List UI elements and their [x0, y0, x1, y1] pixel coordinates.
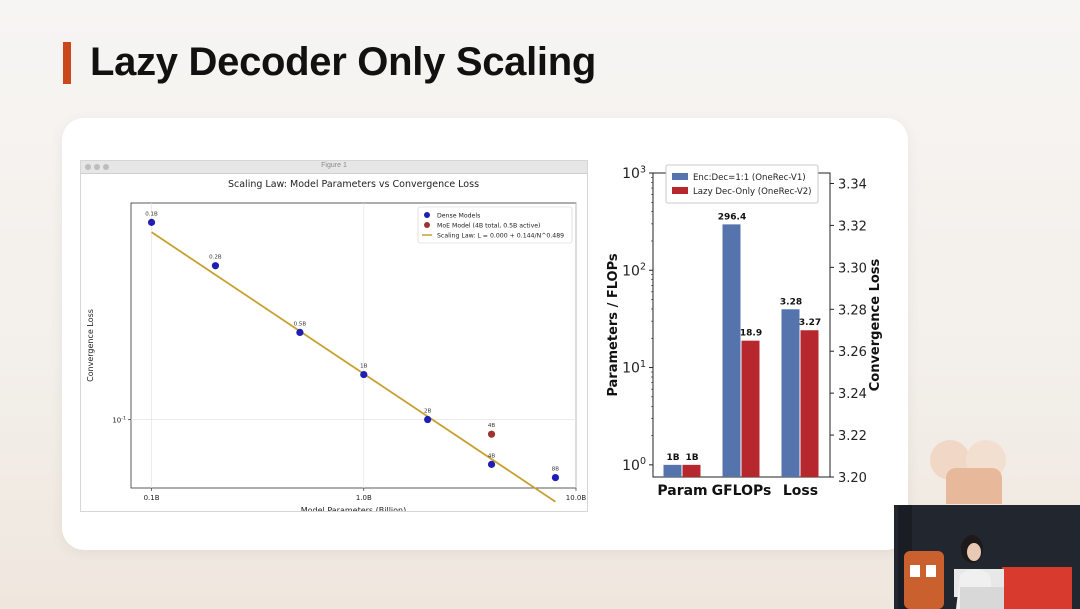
legend-label: Enc:Dec=1:1 (OneRec-V1): [693, 173, 806, 183]
right-y-tick-label: 3.28: [838, 303, 867, 318]
bar-value-label: 1B: [685, 453, 698, 463]
point-label: 1B: [360, 364, 367, 370]
bar-value-label: 1B: [666, 453, 679, 463]
point-label: 2B: [424, 409, 431, 415]
bar-value-label: 3.28: [780, 297, 802, 307]
right-y-tick-label: 3.30: [838, 261, 867, 276]
chart-title: Scaling Law: Model Parameters vs Converg…: [228, 179, 479, 190]
right-y-axis-label: Convergence Loss: [868, 258, 883, 391]
x-category-label: Param: [657, 483, 707, 499]
bar: [682, 464, 701, 477]
bar-value-label: 296.4: [718, 212, 746, 222]
window-title: Figure 1: [321, 162, 347, 169]
bar-value-label: 18.9: [740, 329, 762, 339]
point-label: 0.5B: [294, 321, 307, 327]
right-y-tick-label: 3.20: [838, 471, 867, 486]
data-point: [211, 262, 220, 270]
scaling-law-fit-line: [151, 231, 556, 503]
point-label: 4B: [488, 423, 495, 429]
window-minimize-dot[interactable]: [94, 164, 100, 170]
bar: [663, 464, 682, 477]
legend-label: Dense Models: [437, 212, 480, 219]
legend-box: [417, 206, 573, 244]
bar: [722, 224, 741, 477]
data-point: [487, 430, 496, 438]
right-y-tick-label: 3.26: [838, 345, 867, 360]
right-y-tick-label: 3.24: [838, 387, 867, 402]
decor-block: [946, 468, 1002, 504]
legend-swatch: [672, 173, 688, 180]
scaling-law-chart: Scaling Law: Model Parameters vs Converg…: [86, 179, 587, 511]
x-category-label: Loss: [783, 483, 818, 499]
data-point: [360, 370, 368, 379]
x-tick-label: 0.1B: [144, 494, 160, 502]
bar-legend-box: [665, 164, 819, 204]
data-point: [296, 328, 304, 337]
left-y-tick-label: 101: [622, 359, 646, 377]
legend-swatch: [424, 212, 430, 218]
legend-swatch: [672, 187, 688, 194]
bar: [781, 309, 800, 477]
data-point: [551, 474, 560, 482]
right-y-tick-label: 3.32: [838, 219, 867, 234]
speaker-video-thumbnail: [894, 505, 1080, 609]
slide-title: Lazy Decoder Only Scaling: [90, 40, 596, 84]
point-label: 0.2B: [209, 255, 222, 261]
x-tick-label: 10.0B: [566, 494, 587, 502]
point-label: 4B: [488, 453, 495, 459]
window-close-dot[interactable]: [85, 164, 91, 170]
legend-swatch: [424, 222, 430, 228]
right-y-tick-label: 3.34: [838, 177, 867, 192]
x-tick-label: 1.0B: [356, 494, 372, 502]
title-accent-bar: [63, 42, 71, 84]
data-point: [147, 218, 156, 226]
x-axis-label: Model Parameters (Billion): [301, 506, 406, 511]
y-axis-label: Convergence Loss: [86, 309, 95, 382]
left-y-tick-label: 100: [622, 456, 646, 474]
point-label: 0.1B: [145, 211, 158, 217]
left-y-axis-label: Parameters / FLOPs: [606, 253, 621, 397]
x-category-label: GFLOPs: [712, 483, 772, 499]
legend-label: MoE Model (4B total, 0.5B active): [437, 222, 540, 229]
left-y-tick-label: 102: [622, 262, 646, 280]
legend-label: Scaling Law: L = 0.000 + 0.144/N^0.489: [437, 232, 564, 239]
data-point: [424, 415, 432, 424]
y-tick-label: 10-1: [112, 416, 126, 425]
window-titlebar: Figure 1: [81, 161, 587, 174]
window-zoom-dot[interactable]: [103, 164, 109, 170]
legend-label: Lazy Dec-Only (OneRec-V2): [693, 187, 812, 197]
data-point: [487, 460, 496, 468]
comparison-bar-chart: 100 101 102 103 3.20 3.22 3.24 3.26 3.28 3.30 3.32…: [606, 164, 883, 499]
figure-window: Figure 1 Scaling Law: Model Parameters v…: [80, 160, 588, 512]
plot-area: [130, 202, 577, 489]
point-label: 8B: [552, 467, 559, 473]
bar: [800, 330, 819, 477]
left-y-tick-label: 103: [622, 164, 646, 182]
bar-value-label: 3.27: [799, 318, 821, 328]
right-y-tick-label: 3.22: [838, 429, 867, 444]
bar: [741, 340, 760, 477]
